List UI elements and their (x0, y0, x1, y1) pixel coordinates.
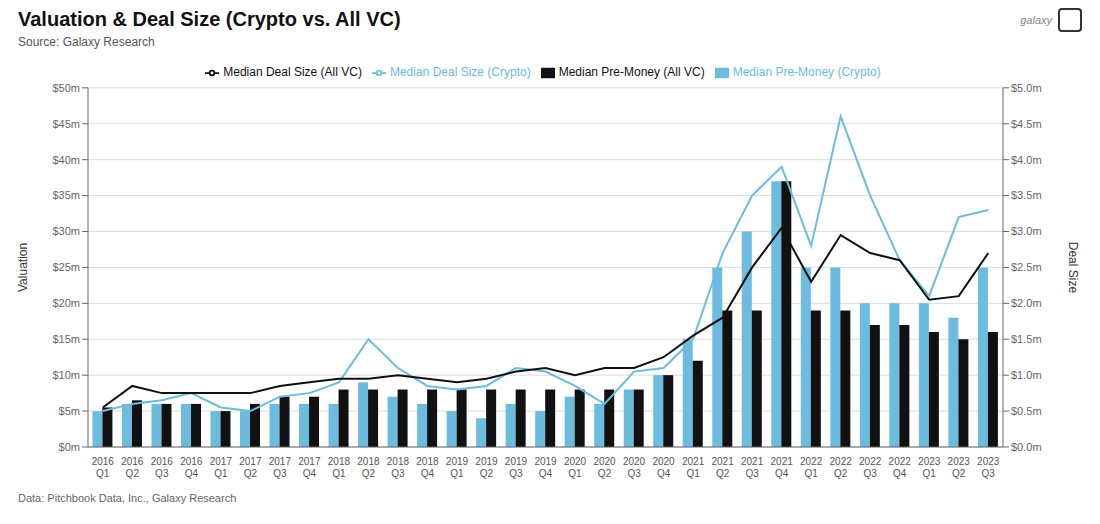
svg-text:2020Q3: 2020Q3 (623, 456, 646, 479)
html-text:galaxy: galaxy (1020, 14, 1052, 26)
svg-text:$30m: $30m (52, 225, 80, 237)
svg-text:2016Q3: 2016Q3 (151, 456, 174, 479)
svg-text:Valuation: Valuation (16, 243, 30, 292)
svg-text:2018Q1: 2018Q1 (328, 456, 351, 479)
html-text:Median Pre-Money (All VC): Median Pre-Money (All VC) (558, 65, 705, 79)
svg-text:$5.0m: $5.0m (1011, 82, 1042, 94)
html-text:Median Deal Size (Crypto): Median Deal Size (Crypto) (389, 65, 531, 79)
svg-text:2023Q3: 2023Q3 (977, 456, 1000, 479)
svg-text:Deal Size: Deal Size (1066, 242, 1080, 294)
svg-text:$45m: $45m (52, 118, 80, 130)
svg-text:2021Q3: 2021Q3 (741, 456, 764, 479)
svg-text:2020Q2: 2020Q2 (593, 456, 616, 479)
svg-text:2020Q4: 2020Q4 (652, 456, 675, 479)
svg-text:2023Q2: 2023Q2 (948, 456, 971, 479)
svg-text:$10m: $10m (52, 369, 80, 381)
svg-text:2017Q4: 2017Q4 (298, 456, 321, 479)
svg-text:2016Q2: 2016Q2 (121, 456, 144, 479)
svg-text:2022Q2: 2022Q2 (830, 456, 853, 479)
svg-text:$1.0m: $1.0m (1011, 369, 1042, 381)
svg-text:$35m: $35m (52, 189, 80, 201)
svg-text:2022Q4: 2022Q4 (889, 456, 912, 479)
svg-text:2018Q2: 2018Q2 (357, 456, 380, 479)
svg-text:2018Q4: 2018Q4 (416, 456, 439, 479)
svg-text:$3.0m: $3.0m (1011, 225, 1042, 237)
svg-text:2017Q1: 2017Q1 (210, 456, 233, 479)
svg-text:2021Q1: 2021Q1 (682, 456, 705, 479)
html-text:Source: Galaxy Research: Source: Galaxy Research (18, 35, 155, 49)
svg-text:2016Q1: 2016Q1 (92, 456, 115, 479)
svg-text:2019Q1: 2019Q1 (446, 456, 469, 479)
svg-text:2019Q2: 2019Q2 (475, 456, 498, 479)
html-text:Valuation & Deal Size (Crypto: Valuation & Deal Size (Crypto vs. All VC… (18, 8, 401, 30)
svg-text:$4.0m: $4.0m (1011, 154, 1042, 166)
svg-text:$0.0m: $0.0m (1011, 441, 1042, 453)
svg-text:$2.5m: $2.5m (1011, 261, 1042, 273)
svg-text:$20m: $20m (52, 297, 80, 309)
svg-text:$25m: $25m (52, 261, 80, 273)
svg-text:2021Q2: 2021Q2 (711, 456, 734, 479)
html-text:Median Pre-Money (Crypto): Median Pre-Money (Crypto) (732, 65, 881, 79)
svg-text:$50m: $50m (52, 82, 80, 94)
svg-text:2019Q4: 2019Q4 (534, 456, 557, 479)
svg-text:$15m: $15m (52, 333, 80, 345)
svg-text:2023Q1: 2023Q1 (918, 456, 941, 479)
svg-text:2018Q3: 2018Q3 (387, 456, 410, 479)
svg-text:$40m: $40m (52, 154, 80, 166)
svg-text:$3.5m: $3.5m (1011, 189, 1042, 201)
svg-text:2020Q1: 2020Q1 (564, 456, 587, 479)
svg-text:$1.5m: $1.5m (1011, 333, 1042, 345)
html-text:Median Deal Size (All VC): Median Deal Size (All VC) (223, 65, 362, 79)
html-text:Data: Pitchbook Data, Inc., Ga: Data: Pitchbook Data, Inc., Galaxy Resea… (18, 492, 237, 504)
svg-text:2017Q2: 2017Q2 (239, 456, 262, 479)
svg-text:2019Q3: 2019Q3 (505, 456, 528, 479)
svg-text:2022Q3: 2022Q3 (859, 456, 882, 479)
svg-text:$5m: $5m (59, 405, 80, 417)
svg-text:2017Q3: 2017Q3 (269, 456, 292, 479)
svg-text:$4.5m: $4.5m (1011, 118, 1042, 130)
svg-text:2016Q4: 2016Q4 (180, 456, 203, 479)
svg-text:2021Q4: 2021Q4 (771, 456, 794, 479)
svg-text:$0m: $0m (59, 441, 80, 453)
svg-text:$2.0m: $2.0m (1011, 297, 1042, 309)
svg-text:2022Q1: 2022Q1 (800, 456, 823, 479)
svg-text:$0.5m: $0.5m (1011, 405, 1042, 417)
